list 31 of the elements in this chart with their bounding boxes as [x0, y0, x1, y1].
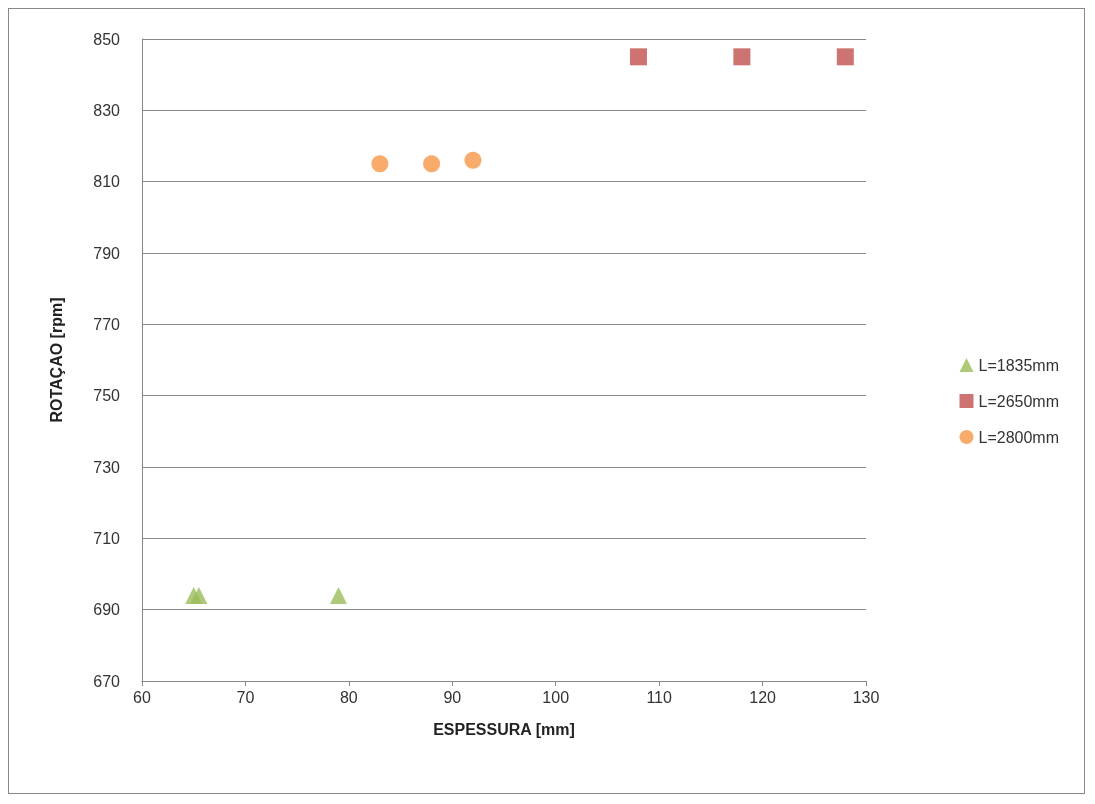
point [464, 151, 482, 169]
y-tick-label: 790 [93, 244, 121, 262]
x-tick-label: 130 [852, 688, 880, 706]
x-tick-label: 60 [133, 688, 151, 706]
legend-label: L=2800mm [978, 428, 1060, 446]
y-tick-label: 670 [93, 672, 121, 690]
point [733, 48, 751, 66]
y-tick-label: 690 [93, 601, 121, 619]
point [371, 155, 389, 173]
y-tick-label: 830 [93, 101, 121, 119]
y-tick-label: 810 [93, 173, 121, 191]
x-axis-title: ESPESSURA [mm] [433, 720, 575, 738]
point [190, 586, 208, 604]
x-tick-label: 120 [749, 688, 777, 706]
point [330, 586, 348, 604]
point [629, 48, 647, 66]
x-tick-label: 90 [443, 688, 462, 706]
x-tick-label: 100 [542, 688, 570, 706]
legend-label: L=1835mm [978, 356, 1060, 374]
point [836, 48, 854, 66]
legend-label: L=2650mm [978, 392, 1060, 410]
y-tick-label: 850 [93, 30, 121, 48]
y-tick-label: 730 [93, 458, 121, 476]
x-tick-label: 110 [646, 688, 672, 706]
y-tick-label: 770 [93, 315, 121, 333]
y-tick-label: 750 [93, 387, 121, 405]
x-tick-label: 70 [236, 688, 255, 706]
y-tick-label: 710 [93, 529, 121, 547]
y-axis-title: ROTAÇAO [rpm] [47, 297, 65, 423]
point [423, 155, 441, 173]
x-tick-label: 80 [339, 688, 358, 706]
